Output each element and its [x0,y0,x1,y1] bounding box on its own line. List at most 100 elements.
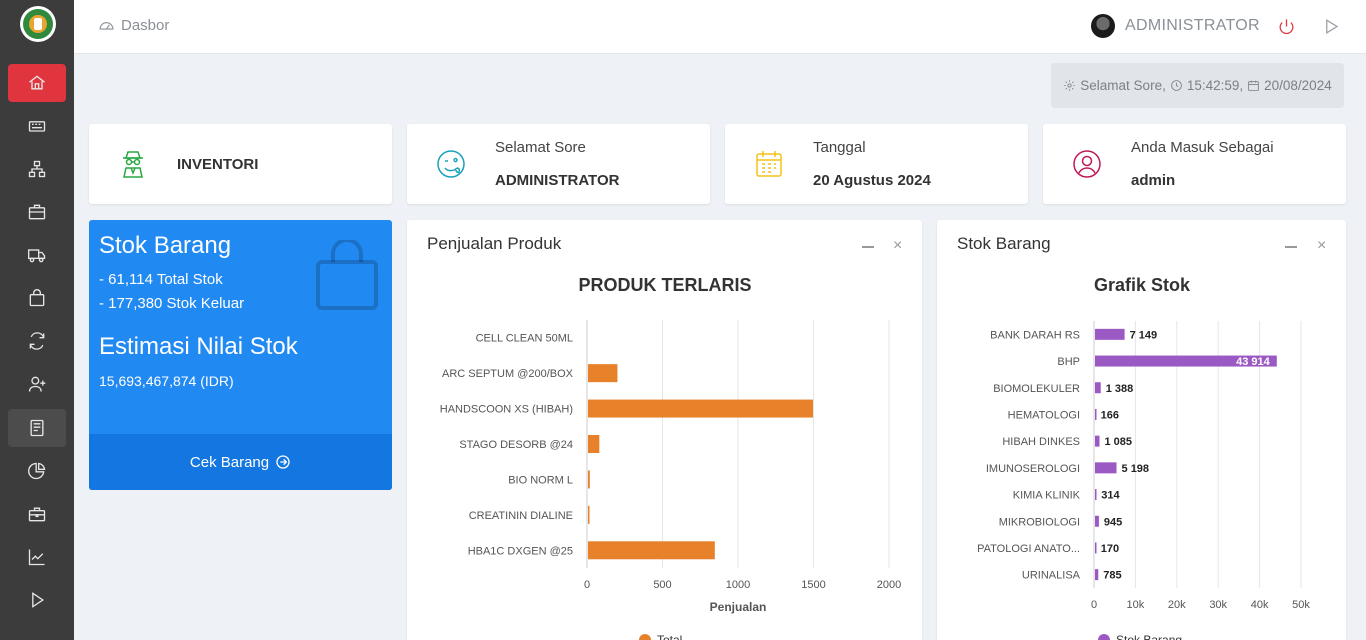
sidebar-item-statistics[interactable] [8,538,66,576]
bar [588,470,590,489]
card-greeting-label: Selamat Sore [495,139,586,156]
card-login: Anda Masuk Sebagai admin [1043,124,1346,204]
stock-panel: Stok Barang × Grafik Stok 0 10k 20k 30k 40k 50… [937,220,1346,640]
x-tick-label: 2000 [877,579,901,591]
data-label: 43 914 [1236,356,1271,368]
card-greeting-value: ADMINISTRATOR [495,172,620,189]
category-label: HEMATOLOGI [1008,409,1080,421]
logout-button[interactable] [1277,17,1296,41]
user-plus-icon [28,376,46,392]
card-login-value: admin [1131,172,1176,189]
username: ADMINISTRATOR [1125,17,1260,34]
data-label: 785 [1103,570,1121,582]
chart-title: Grafik Stok [1094,275,1191,295]
card-greeting: Selamat Sore ADMINISTRATOR [407,124,710,204]
line-chart-icon [28,549,45,566]
topbar: Dasbor ADMINISTRATOR [74,0,1366,54]
pie-chart-icon [28,462,46,480]
dashboard-gauge-icon [99,22,114,30]
refresh-icon [29,332,45,350]
sidebar-item-truck[interactable] [8,236,66,274]
sales-chart: PRODUK TERLARIS 0 500 1000 1500 2000 CELL CLEA… [440,275,901,640]
x-axis-label: Penjualan [710,600,767,614]
sidebar-item-refresh[interactable] [8,322,66,360]
shopping-bag-icon [315,238,379,312]
sidebar-item-toolbox[interactable] [8,495,66,533]
legend-marker [639,634,651,640]
sidebar-item-bag[interactable] [8,279,66,317]
stock-estimate-title: Estimasi Nilai Stok [99,333,298,360]
stock-summary-card: Stok Barang - 61,114 Total Stok - 177,38… [89,220,392,490]
data-label: 945 [1104,516,1122,528]
sidebar-item-sitemap[interactable] [8,150,66,188]
close-button[interactable]: × [893,237,903,254]
sidebar-item-book[interactable] [8,409,66,447]
category-label: STAGO DESORB @24 [459,439,573,451]
category-label: BIOMOLEKULER [993,383,1080,395]
breadcrumb[interactable]: Dasbor [98,17,169,34]
bag-icon [29,289,45,307]
bar [588,364,618,383]
category-label: CELL CLEAN 50ML [476,333,573,345]
legend-marker [1098,634,1110,640]
sidebar-item-keyboard[interactable] [8,107,66,145]
spy-icon [117,148,149,180]
bar [1095,435,1100,447]
user-menu[interactable]: ADMINISTRATOR [1091,14,1260,38]
check-items-label: Cek Barang [189,453,270,471]
data-label: 166 [1101,409,1119,421]
check-items-link[interactable]: Cek Barang [89,434,392,490]
calendar-icon [1248,80,1259,91]
power-icon [1279,19,1294,35]
keyboard-icon [28,121,46,132]
greeting-date: 20/08/2024 [1264,78,1332,93]
stock-panel-title: Stok Barang [957,234,1051,253]
data-label: 1 388 [1106,383,1134,395]
x-tick-label: 30k [1209,599,1227,611]
bar [588,435,600,453]
user-circle-icon [1071,148,1103,180]
minimize-button[interactable] [862,246,874,248]
sidebar-item-report[interactable] [8,452,66,490]
x-tick-label: 1000 [726,579,750,591]
close-button[interactable]: × [1317,237,1327,254]
stock-chart: Grafik Stok 0 10k 20k 30k 40k 50k BANK DARAH RS… [977,275,1310,640]
x-tick-label: 50k [1292,599,1310,611]
toolbox-icon [28,507,46,522]
category-label: CREATININ DIALINE [469,510,573,522]
sidebar-item-home[interactable] [8,64,66,102]
x-tick-label: 10k [1127,599,1145,611]
book-icon [30,419,44,437]
play-icon [1326,19,1339,34]
greeting-bar: Selamat Sore, 15:42:59, 20/08/2024 [1051,63,1344,108]
smile-wink-icon [435,148,467,180]
play-icon [32,592,45,608]
x-tick-label: 0 [1091,599,1097,611]
bar [1095,462,1117,474]
sidebar-item-briefcase[interactable] [8,193,66,231]
bar [1095,542,1097,554]
bar [1095,408,1097,420]
stock-total: - 61,114 Total Stok [99,271,223,288]
x-tick-label: 40k [1251,599,1269,611]
greeting-time: 15:42:59, [1186,78,1244,93]
sidebar-item-add-user[interactable] [8,365,66,403]
minimize-button[interactable] [1285,246,1297,248]
category-label: ARC SEPTUM @200/BOX [442,368,574,380]
logo-icon[interactable] [20,6,56,42]
sidebar-toggle-button[interactable] [1322,17,1341,41]
data-label: 7 149 [1130,329,1158,341]
data-label: 170 [1101,543,1119,555]
bar [1095,515,1099,527]
bar [1095,489,1097,501]
category-label: BANK DARAH RS [990,329,1080,341]
clock-icon [1171,80,1182,91]
category-label: IMUNOSEROLOGI [986,463,1080,475]
sales-panel-title: Penjualan Produk [427,234,562,253]
breadcrumb-label: Dasbor [121,17,170,34]
bar [588,541,715,560]
sidebar-item-play[interactable] [8,581,66,619]
category-label: PATOLOGI ANATO... [977,543,1080,555]
data-label: 1 085 [1104,436,1132,448]
bar [588,505,590,524]
